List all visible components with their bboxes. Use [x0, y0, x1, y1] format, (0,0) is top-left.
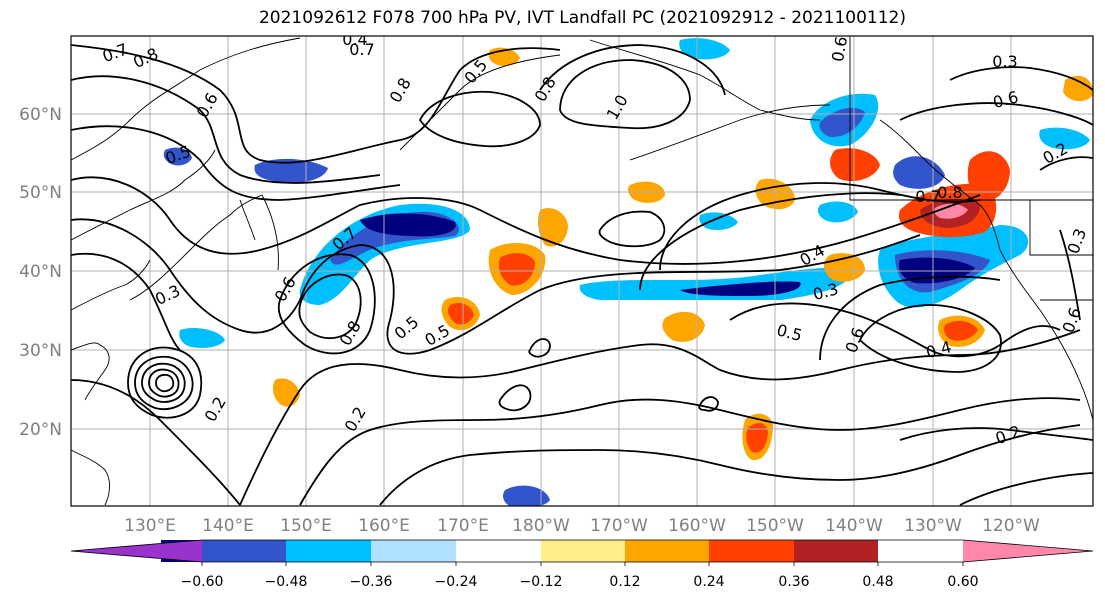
positive-anomaly-region — [746, 423, 768, 453]
colorbar-tick-label: 0.60 — [947, 574, 978, 590]
longitude-label: 180°W — [512, 516, 570, 536]
latitude-labels: 60°N 50°N 40°N 30°N 20°N — [19, 105, 62, 440]
colorbar-tick-label: 0.24 — [693, 574, 724, 590]
longitude-label: 150°W — [746, 516, 804, 536]
longitude-label: 140°E — [202, 516, 254, 536]
latitude-label: 50°N — [19, 183, 62, 203]
negative-anomaly-region — [254, 158, 328, 183]
latitude-label: 20°N — [19, 420, 62, 440]
colorbar-tick-label: −0.36 — [350, 574, 393, 590]
map-border — [70, 35, 1094, 507]
latitude-label: 40°N — [19, 262, 62, 282]
negative-anomaly-region — [179, 328, 225, 348]
negative-anomaly-region — [893, 156, 945, 189]
colorbar-tick-label: 0.36 — [778, 574, 809, 590]
contour-label: 0.8 — [937, 183, 962, 202]
colorbar-segment — [202, 540, 286, 562]
colorbar-segment — [456, 540, 541, 562]
longitude-label: 140°W — [825, 516, 883, 536]
contour-label: 0.4 — [342, 30, 367, 49]
longitude-label: 120°W — [982, 516, 1040, 536]
positive-anomaly-region — [662, 311, 705, 342]
longitude-labels: 130°E 140°E 150°E 160°E 170°E 180°W 170°W 160°W… — [124, 516, 1040, 536]
colorbar-segment — [286, 540, 371, 562]
longitude-label: 130°E — [124, 516, 176, 536]
positive-anomaly-region — [934, 203, 968, 219]
latitude-label: 60°N — [19, 105, 62, 125]
positive-anomaly-region — [967, 151, 1010, 201]
longitude-label: 130°W — [904, 516, 962, 536]
graticule — [71, 36, 1093, 506]
negative-anomaly-region — [163, 147, 192, 166]
colorbar-tick-label: −0.48 — [265, 574, 308, 590]
longitude-label: 160°W — [668, 516, 726, 536]
negative-anomaly-region — [679, 38, 730, 60]
colorbar-segment — [371, 540, 456, 562]
contour-label: 0.7 — [349, 40, 374, 59]
pv-contours — [71, 44, 1093, 506]
colorbar-tick-label: 0.48 — [862, 574, 893, 590]
colorbar-segment — [625, 540, 709, 562]
positive-anomaly-region — [447, 303, 474, 325]
negative-anomaly-region — [699, 212, 738, 230]
colorbar-extend-min-fill — [71, 540, 202, 562]
negative-anomaly-region — [680, 281, 801, 296]
contour-label: 0.6 — [828, 35, 851, 63]
positive-anomaly-region — [1063, 75, 1093, 102]
contour-label: 0.3 — [992, 52, 1017, 71]
colorbar — [70, 539, 1094, 563]
longitude-label: 170°E — [437, 516, 489, 536]
coastlines — [71, 36, 1093, 506]
colorbar-tick-label: −0.24 — [435, 574, 478, 590]
colorbar-tick-label: −0.12 — [520, 574, 563, 590]
positive-anomaly-region — [537, 208, 568, 247]
positive-anomaly-region — [498, 253, 535, 286]
longitude-label: 170°W — [590, 516, 648, 536]
negative-anomaly-region — [503, 485, 550, 506]
negative-anomaly-region — [1039, 127, 1090, 150]
map-content: 0.7 0.80.60.50.40.70.80.50.81.00.6 0.30.60… — [71, 30, 1093, 506]
colorbar-segment — [541, 540, 625, 562]
latitude-label: 30°N — [19, 341, 62, 361]
contour-label: 0.7 — [915, 187, 940, 206]
colorbar-tick-labels: −0.60 −0.48 −0.36 −0.24 −0.12 0.12 0.24 0.36 0.4… — [181, 562, 979, 590]
colorbar-segment — [794, 540, 878, 562]
colorbar-tick-label: 0.12 — [609, 574, 640, 590]
longitude-label: 160°E — [358, 516, 410, 536]
map-title: 2021092612 F078 700 hPa PV, IVT Landfall… — [258, 8, 906, 28]
colorbar-extend-max — [963, 540, 1093, 562]
longitude-label: 150°E — [280, 516, 332, 536]
positive-anomaly-region — [944, 320, 978, 341]
colorbar-segment — [709, 540, 794, 562]
negative-anomaly-region — [817, 201, 858, 223]
colorbar-tick-label: −0.60 — [181, 574, 224, 590]
positive-anomaly-region — [830, 148, 880, 182]
